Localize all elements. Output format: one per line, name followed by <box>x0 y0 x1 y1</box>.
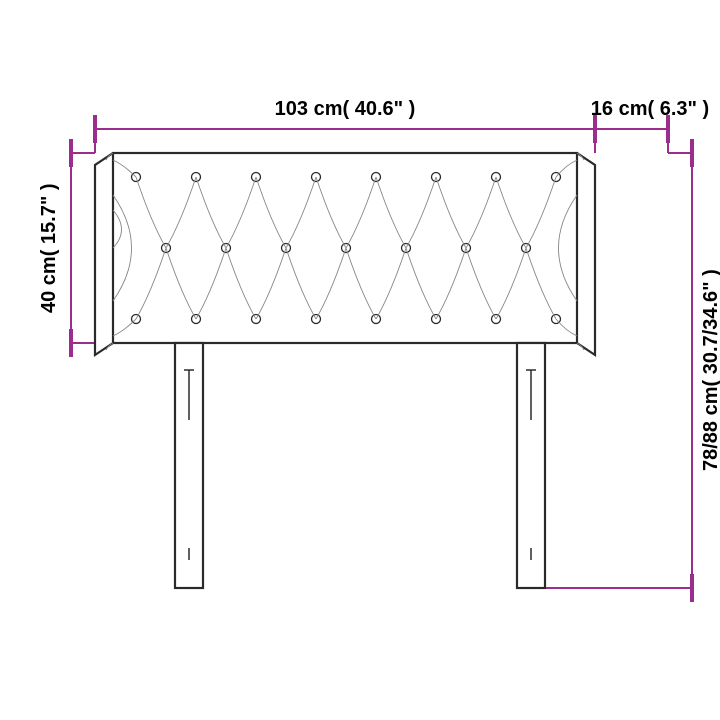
dim-label-panel-height: 40 cm( 15.7" ) <box>38 153 61 343</box>
dimension-lines <box>71 129 692 588</box>
tufting <box>113 160 577 336</box>
headboard-outline <box>95 153 668 355</box>
dim-label-width: 103 cm( 40.6" ) <box>95 98 595 121</box>
dim-label-total-height: 78/88 cm( 30.7/34.6" ) <box>700 153 720 588</box>
dim-label-depth: 16 cm( 6.3" ) <box>560 98 720 121</box>
legs <box>175 343 545 588</box>
